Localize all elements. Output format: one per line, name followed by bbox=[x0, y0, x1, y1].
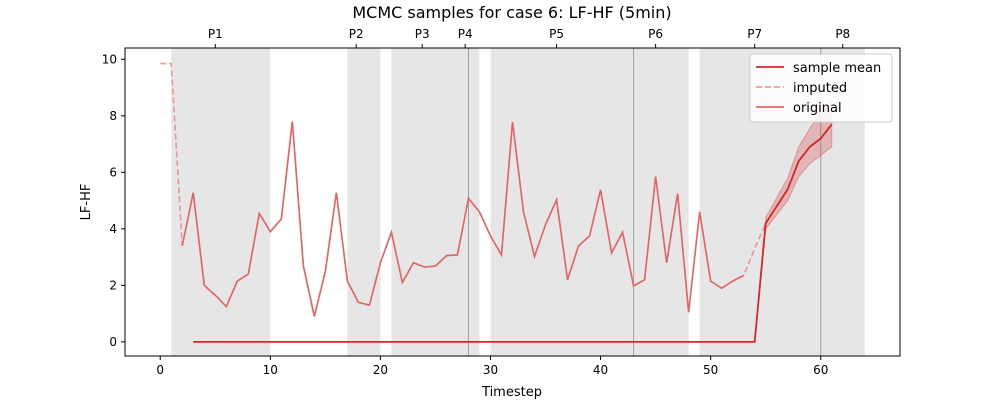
phase-label-p3: P3 bbox=[415, 27, 430, 41]
x-tick-label-60: 60 bbox=[813, 363, 828, 377]
legend: sample mean imputed original bbox=[749, 53, 893, 123]
legend-label-original: original bbox=[793, 101, 842, 116]
x-tick-label-50: 50 bbox=[703, 363, 718, 377]
x-tick-label-10: 10 bbox=[263, 363, 278, 377]
legend-label-sample-mean: sample mean bbox=[793, 61, 881, 76]
phase-label-p1: P1 bbox=[208, 27, 223, 41]
x-tick-label-20: 20 bbox=[373, 363, 388, 377]
y-tick-label-6: 6 bbox=[109, 165, 117, 179]
x-tick-label-30: 30 bbox=[483, 363, 498, 377]
y-tick-label-4: 4 bbox=[109, 222, 117, 236]
y-tick-label-8: 8 bbox=[109, 109, 117, 123]
x-tick-label-40: 40 bbox=[593, 363, 608, 377]
phase-label-p2: P2 bbox=[349, 27, 364, 41]
phase-label-p8: P8 bbox=[835, 27, 850, 41]
phase-span-p6 bbox=[633, 48, 689, 356]
plot-frame bbox=[124, 47, 901, 357]
phase-label-p5: P5 bbox=[549, 27, 564, 41]
series-sample-mean-line bbox=[193, 123, 833, 343]
phase-span-p3 bbox=[391, 48, 469, 356]
phase-span-p4 bbox=[468, 48, 480, 356]
phase-label-p6: P6 bbox=[648, 27, 663, 41]
legend-label-imputed: imputed bbox=[793, 81, 847, 96]
y-tick-label-2: 2 bbox=[109, 278, 117, 292]
phase-span-p1 bbox=[171, 48, 271, 356]
phase-label-p7: P7 bbox=[747, 27, 762, 41]
phase-span-p2 bbox=[347, 48, 381, 356]
phase-span-p5 bbox=[490, 48, 634, 356]
y-axis-label: LF-HF bbox=[79, 184, 94, 221]
y-tick-label-10: 10 bbox=[102, 52, 117, 66]
x-tick-label-0: 0 bbox=[156, 363, 164, 377]
legend-box bbox=[749, 53, 893, 123]
phase-label-p4: P4 bbox=[458, 27, 473, 41]
y-tick-label-0: 0 bbox=[109, 335, 117, 349]
chart-title: MCMC samples for case 6: LF-HF (5min) bbox=[352, 3, 671, 22]
series-original-line bbox=[181, 121, 745, 317]
x-axis-label: Timestep bbox=[481, 385, 542, 400]
